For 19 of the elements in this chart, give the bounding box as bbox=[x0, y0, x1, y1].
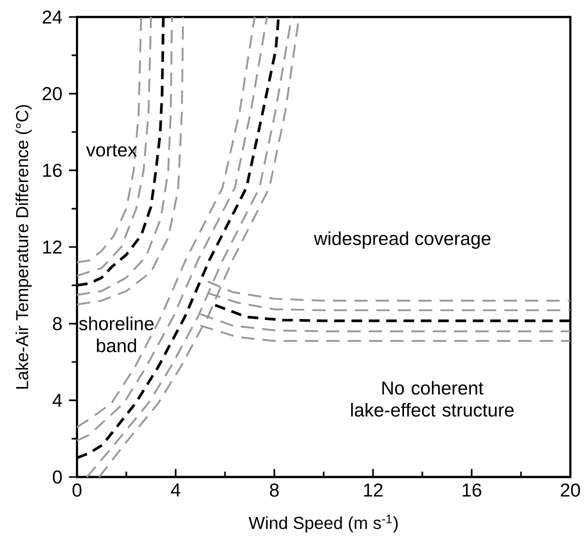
x-tick-label: 0 bbox=[72, 483, 82, 497]
annotation: vortex bbox=[86, 144, 137, 157]
x-axis-title: Wind Speed (m s$^{-1}$) bbox=[248, 514, 398, 532]
y-tick-label: 4 bbox=[52, 394, 62, 407]
annotation: shoreline band bbox=[79, 316, 154, 352]
y-tick-label: 8 bbox=[52, 317, 62, 330]
y-tick-label: 16 bbox=[43, 164, 62, 177]
x-tick-label: 12 bbox=[364, 483, 382, 497]
y-tick-label: 0 bbox=[52, 470, 62, 484]
x-tick-label: 4 bbox=[170, 483, 180, 496]
y-axis-title: Lake-Air Temperature Difference (°C) bbox=[16, 105, 32, 389]
annotation: widespread coverage bbox=[314, 231, 490, 249]
y-tick-label: 24 bbox=[42, 10, 62, 24]
x-tick-label: 8 bbox=[270, 483, 279, 497]
y-tick-label: 20 bbox=[42, 87, 62, 100]
x-tick-label: 20 bbox=[560, 483, 580, 497]
y-tick-label: 12 bbox=[43, 240, 62, 254]
annotation: No coherent lake-effect structure bbox=[351, 380, 514, 417]
x-tick-label: 16 bbox=[462, 483, 482, 497]
